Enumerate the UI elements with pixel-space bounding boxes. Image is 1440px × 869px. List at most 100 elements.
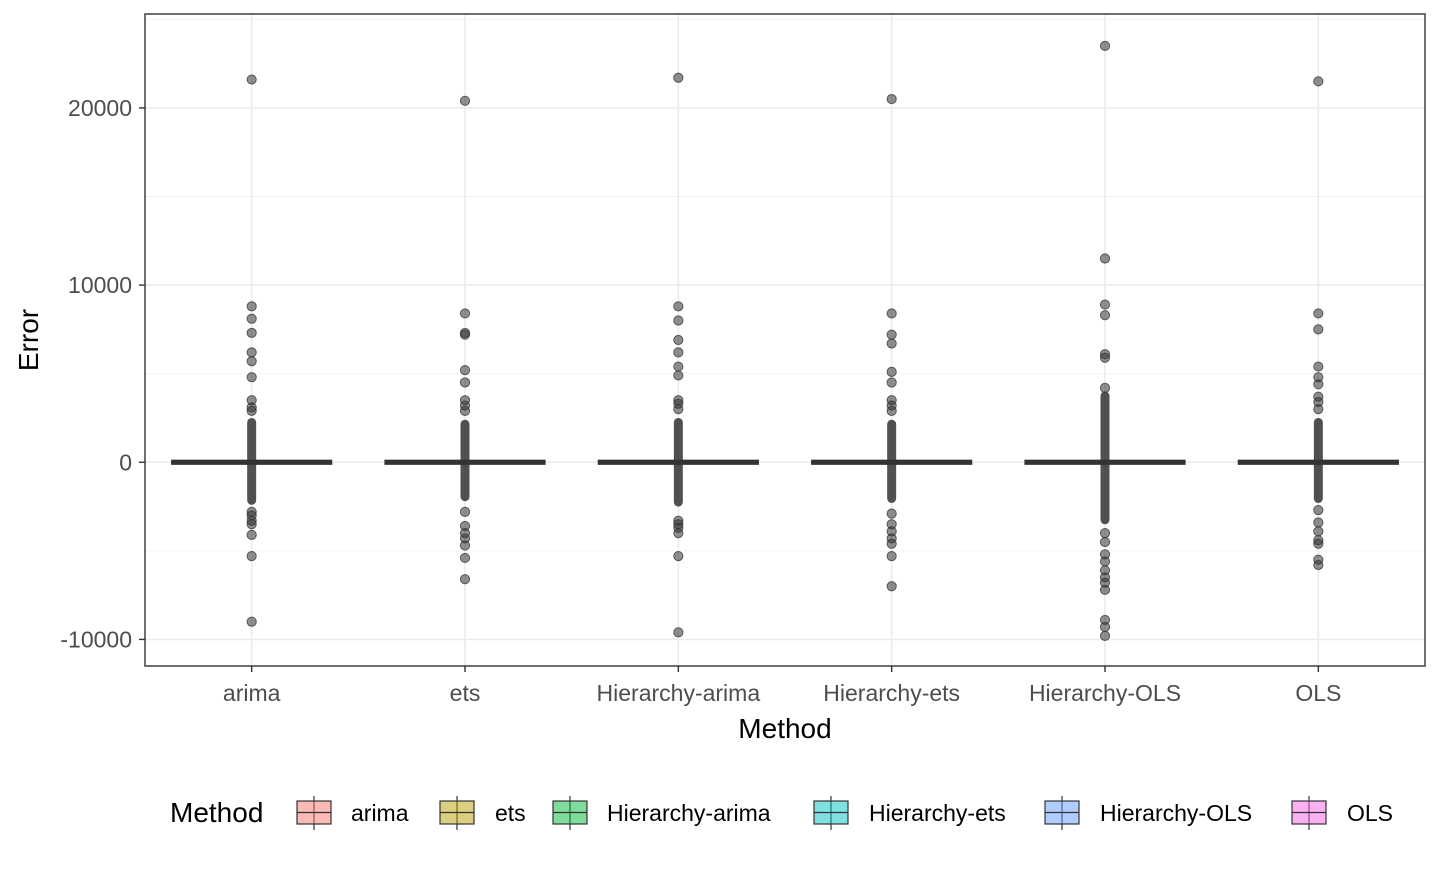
box-group-arima — [171, 74, 333, 627]
legend-key-hierarchy-ets — [813, 796, 849, 830]
box-layer — [171, 40, 1399, 641]
outlier-point — [1313, 76, 1324, 87]
box-group-hierarchy-arima — [597, 72, 759, 638]
x-tick-label: OLS — [1295, 680, 1341, 706]
outlier-point — [246, 327, 257, 339]
x-axis-title: Method — [738, 713, 831, 744]
outlier-point — [673, 334, 684, 346]
outlier-point — [1099, 621, 1111, 633]
outlier-point — [1099, 310, 1111, 321]
x-tick-label: Hierarchy-OLS — [1029, 680, 1181, 706]
outlier-point — [886, 377, 897, 388]
outlier-point — [1313, 403, 1324, 415]
y-tick-label: 0 — [119, 449, 132, 475]
outlier-point — [1099, 382, 1111, 393]
y-axis-title: Error — [13, 309, 44, 371]
outlier-point — [673, 315, 684, 326]
dense-outlier-band — [1100, 391, 1110, 525]
legend-key-hierarchy-ols — [1044, 796, 1080, 830]
outlier-point — [1099, 528, 1111, 539]
outlier-point — [673, 528, 684, 539]
outlier-point — [1313, 559, 1324, 571]
outlier-point — [1099, 40, 1111, 51]
outlier-point — [459, 95, 471, 106]
outlier-point — [886, 338, 897, 349]
outlier-point — [246, 301, 257, 312]
panel-background — [145, 14, 1425, 666]
outlier-point — [1099, 253, 1111, 264]
outlier-point — [459, 365, 471, 376]
outlier-point — [1099, 352, 1111, 363]
outlier-point — [886, 308, 897, 319]
outlier-point — [673, 627, 684, 638]
y-tick-label: -10000 — [60, 626, 132, 652]
x-tick-label: Hierarchy-arima — [597, 680, 761, 706]
legend-key-hierarchy-arima — [552, 796, 588, 830]
outlier-point — [673, 370, 684, 381]
outlier-point — [246, 372, 257, 383]
outlier-point — [1099, 536, 1111, 548]
outlier-point — [1313, 504, 1324, 516]
outlier-point — [1313, 361, 1324, 372]
outlier-point — [886, 508, 897, 519]
outlier-point — [886, 93, 897, 105]
outlier-point — [886, 405, 897, 416]
box-group-ets — [384, 95, 546, 585]
outlier-point — [459, 377, 471, 388]
outlier-point — [246, 529, 257, 540]
outlier-point — [246, 313, 257, 324]
box-group-ols — [1237, 76, 1399, 571]
outlier-point — [1313, 526, 1324, 537]
outlier-point — [459, 329, 471, 340]
outlier-point — [1099, 556, 1111, 567]
outlier-point — [1099, 584, 1111, 595]
outlier-point — [673, 347, 684, 358]
outlier-point — [459, 540, 471, 551]
outlier-point — [246, 347, 257, 358]
outlier-point — [886, 366, 897, 377]
outlier-point — [246, 356, 257, 367]
outlier-point — [886, 329, 897, 340]
y-tick-label: 10000 — [68, 272, 132, 298]
outlier-point — [1313, 324, 1324, 335]
outlier-point — [1099, 299, 1111, 310]
legend: Method arima ets Hierarchy-arima Hierarchy-… — [170, 796, 1393, 830]
outlier-point — [246, 616, 257, 627]
outlier-point — [673, 551, 684, 562]
legend-label: Hierarchy-OLS — [1100, 800, 1252, 826]
outlier-point — [1313, 308, 1324, 319]
legend-label: ets — [495, 800, 526, 826]
box-group-hierarchy-ets — [811, 93, 973, 592]
outlier-point — [673, 361, 684, 372]
outlier-point — [459, 552, 471, 564]
x-tick-label: arima — [223, 680, 281, 706]
legend-key-ets — [439, 796, 475, 830]
outlier-point — [673, 72, 684, 83]
outlier-point — [1313, 517, 1324, 528]
outlier-point — [886, 551, 897, 562]
y-axis: -10000 0 10000 20000 — [60, 95, 145, 652]
outlier-point — [459, 506, 471, 517]
legend-label: Hierarchy-ets — [869, 800, 1006, 826]
legend-label: arima — [351, 800, 409, 826]
outlier-point — [673, 403, 684, 415]
outlier-point — [246, 519, 257, 530]
outlier-point — [886, 581, 897, 592]
x-tick-label: ets — [450, 680, 481, 706]
outlier-point — [673, 301, 684, 312]
outlier-point — [246, 551, 257, 562]
legend-label: OLS — [1347, 800, 1393, 826]
legend-key-ols — [1291, 796, 1327, 830]
outlier-point — [886, 538, 897, 549]
outlier-point — [246, 405, 257, 416]
legend-label: Hierarchy-arima — [607, 800, 771, 826]
y-tick-label: 20000 — [68, 95, 132, 121]
outlier-point — [1313, 379, 1324, 390]
outlier-point — [1313, 538, 1324, 549]
x-axis: arima ets Hierarchy-arima Hierarchy-ets Hier… — [223, 666, 1341, 706]
outlier-point — [459, 574, 471, 585]
x-tick-label: Hierarchy-ets — [823, 680, 960, 706]
outlier-point — [459, 405, 471, 416]
